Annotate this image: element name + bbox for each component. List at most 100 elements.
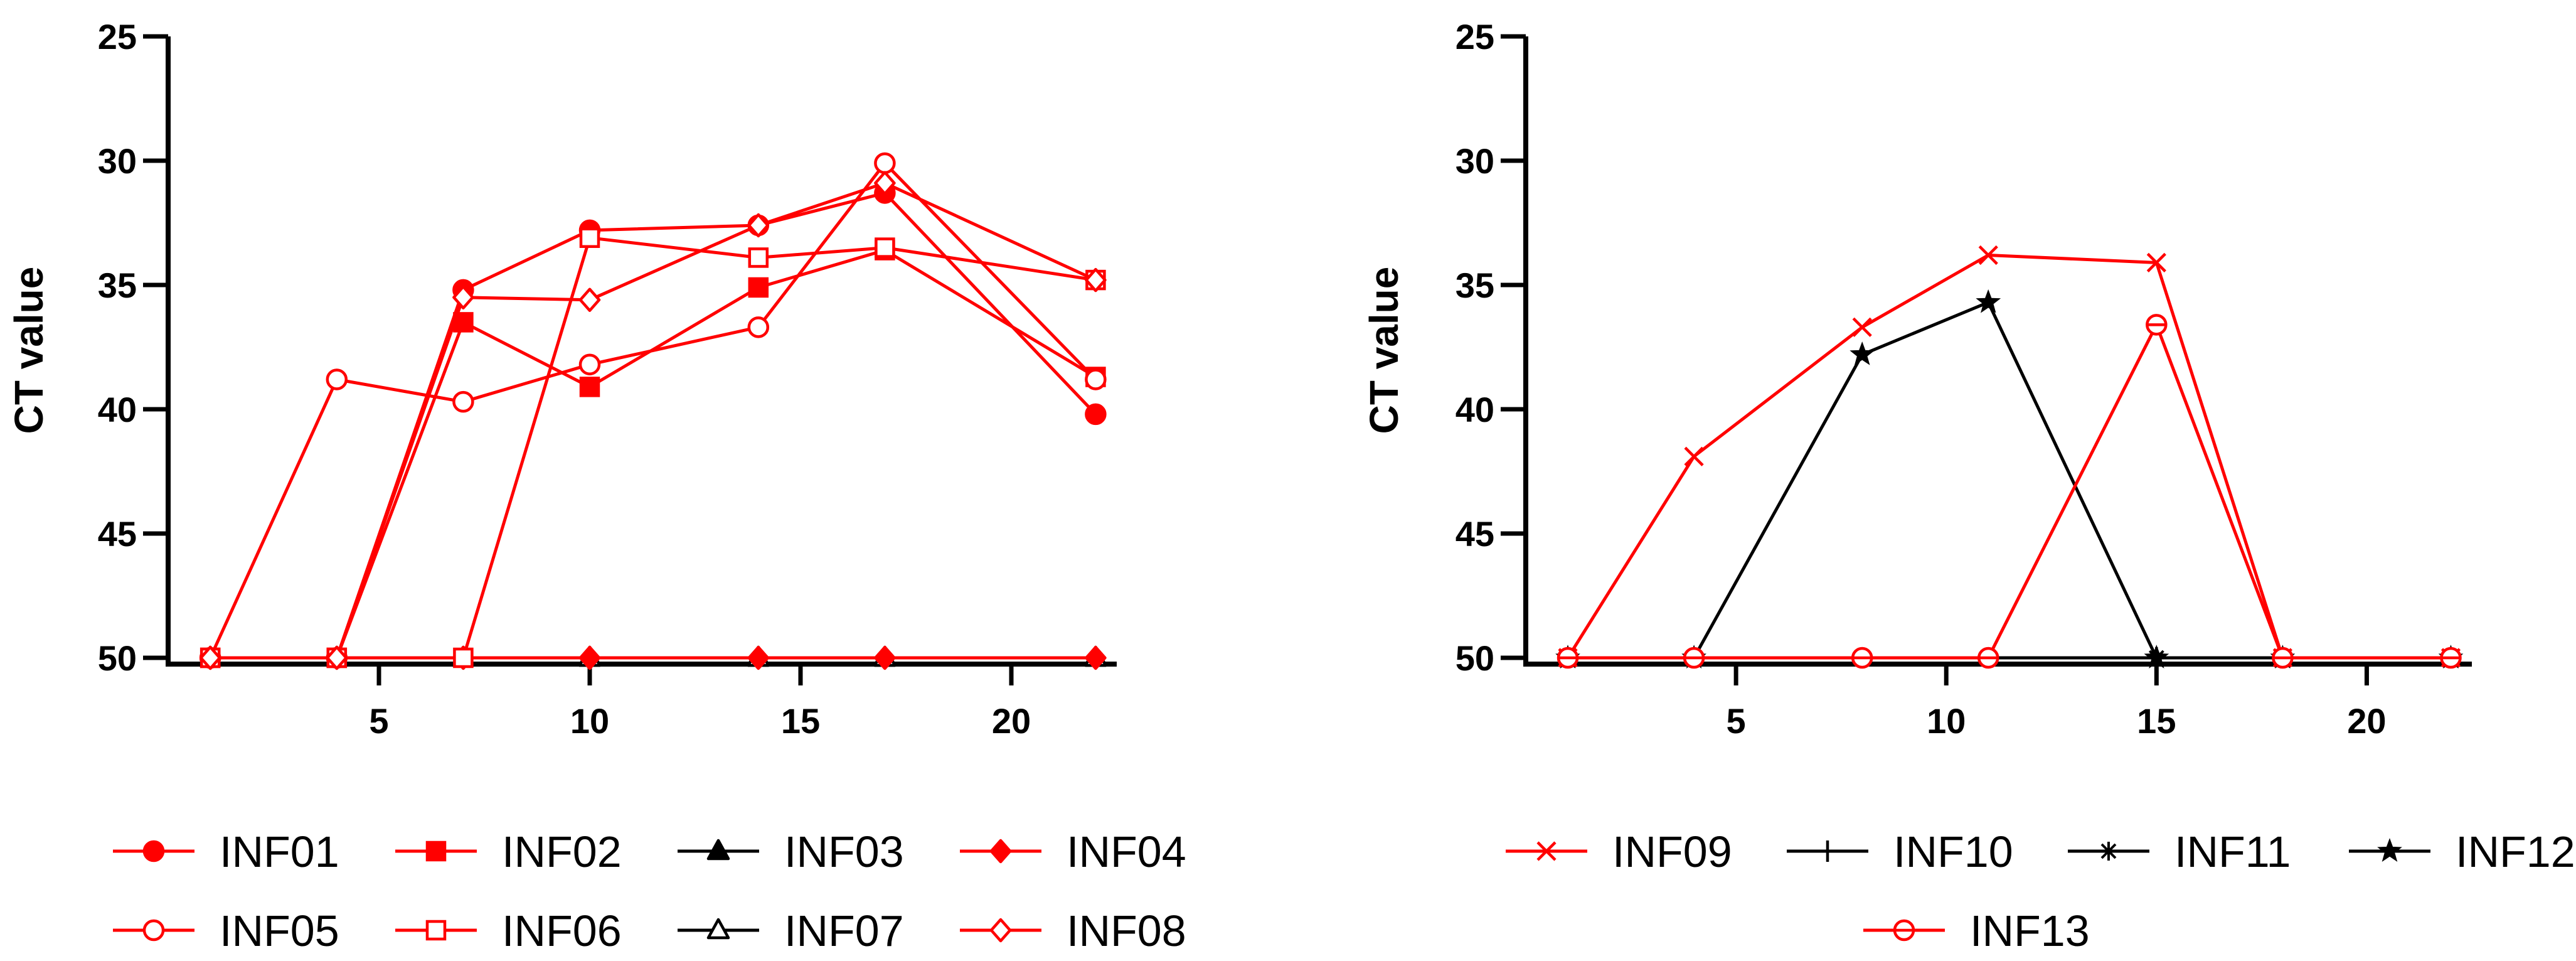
y-tick-label: 40 — [98, 390, 137, 429]
data-point-inf06 — [453, 647, 474, 668]
y-tick-label: 40 — [1456, 390, 1494, 429]
series-inf01 — [199, 182, 1107, 669]
data-point-inf06 — [875, 237, 895, 258]
series-inf08 — [199, 171, 1107, 670]
series-inf05 — [199, 152, 1107, 669]
y-tick-label: 30 — [1456, 141, 1494, 181]
legend-marker-inf06 — [425, 920, 447, 941]
data-point-inf05 — [326, 368, 348, 390]
data-point-inf08 — [452, 285, 474, 310]
legend-marker-inf04 — [989, 839, 1012, 864]
series-line-inf12 — [1568, 301, 2451, 660]
legend-label: INF01 — [220, 827, 339, 876]
left-chart: 25 30 35 40 45 50 5 10 15 20 CT value — [6, 17, 1117, 741]
legend-item-inf13: INF13 — [1863, 906, 2090, 955]
series-inf13 — [1557, 314, 2462, 669]
data-point-inf09 — [1684, 446, 1704, 466]
legend-item-inf07: INF07 — [678, 906, 904, 955]
series-line-inf09 — [1566, 254, 2451, 660]
y-tick-label: 45 — [1456, 514, 1494, 554]
x-tick-label: 10 — [1927, 701, 1966, 741]
legend-label: INF09 — [1612, 827, 1732, 876]
x-tick-label: 5 — [1727, 701, 1746, 741]
y-tick-label: 30 — [98, 141, 137, 181]
data-point-inf13 — [2440, 647, 2462, 669]
data-point-inf08 — [326, 645, 348, 670]
data-point-inf05 — [1085, 368, 1107, 390]
data-point-inf04 — [578, 645, 601, 670]
data-point-inf08 — [747, 213, 770, 238]
x-tick-label: 20 — [2347, 701, 2386, 741]
legend-item-inf01: INF01 — [113, 827, 339, 876]
legend-marker-inf11 — [2099, 842, 2118, 861]
x-tick-label: 15 — [781, 701, 820, 741]
series-inf12 — [1555, 289, 2464, 668]
series-line-inf01 — [210, 191, 1097, 660]
legend-marker-inf03 — [706, 839, 730, 861]
right-chart: 25 30 35 40 45 50 5 10 15 20 CT value — [1361, 17, 2472, 741]
legend-marker-inf01 — [142, 840, 165, 862]
legend-marker-inf08 — [989, 918, 1012, 943]
legend-item-inf04: INF04 — [960, 827, 1186, 876]
legend-item-inf03: INF03 — [678, 827, 904, 876]
data-point-inf08 — [874, 171, 896, 195]
data-point-inf06 — [579, 227, 600, 249]
legend-item-inf10: INF10 — [1787, 827, 2013, 876]
legend-item-inf12: INF12 — [2349, 827, 2575, 876]
legend-marker-inf09 — [1536, 841, 1557, 861]
y-tick-label: 25 — [98, 17, 137, 56]
y-tick-label: 25 — [1456, 17, 1494, 56]
data-point-inf05 — [578, 353, 601, 375]
data-point-inf08 — [199, 645, 221, 670]
series-inf02 — [200, 240, 1106, 668]
data-point-inf13 — [1557, 647, 1579, 669]
y-tick-label: 50 — [1456, 638, 1494, 678]
legend-label: INF07 — [784, 906, 904, 955]
data-point-inf05 — [874, 152, 896, 174]
y-axis-title: CT value — [6, 267, 51, 434]
data-point-inf13 — [1683, 647, 1705, 669]
data-point-inf08 — [1085, 267, 1107, 293]
legend-label: INF10 — [1893, 827, 2013, 876]
legend-item-inf05: INF05 — [113, 906, 339, 955]
legend-marker-inf12 — [2377, 838, 2402, 862]
legend-marker-inf10 — [1817, 840, 1838, 862]
legend-label: INF12 — [2456, 827, 2575, 876]
data-point-inf09 — [1978, 245, 1998, 266]
series-line-inf08 — [210, 181, 1097, 660]
y-tick-label: 50 — [98, 638, 137, 678]
legend-label: INF05 — [220, 906, 339, 955]
legend-item-inf06: INF06 — [395, 906, 622, 955]
data-point-inf04 — [1085, 645, 1107, 670]
y-tick-label: 35 — [1456, 266, 1494, 305]
legend-label: INF11 — [2174, 827, 2291, 876]
data-point-inf08 — [578, 287, 601, 313]
series-line-inf13 — [1568, 323, 2451, 660]
right-legend: INF09 INF10 INF11 INF12 INF13 — [1506, 827, 2575, 955]
data-point-inf13 — [2272, 647, 2294, 669]
x-tick-label: 20 — [992, 701, 1031, 741]
data-point-inf02 — [748, 277, 769, 298]
y-axis-title: CT value — [1361, 267, 1407, 434]
x-tick-label: 5 — [369, 701, 388, 741]
left-legend: INF01 INF02 INF03 INF04 INF05 INF06 INF07 INF08 — [113, 827, 1186, 955]
x-tick-label: 10 — [570, 701, 609, 741]
y-tick-label: 35 — [98, 266, 137, 305]
data-point-inf05 — [747, 316, 770, 338]
series-line-inf02 — [210, 249, 1097, 660]
series-line-inf06 — [210, 236, 1096, 660]
legend-label: INF04 — [1067, 827, 1186, 876]
legend-label: INF08 — [1067, 906, 1186, 955]
data-point-inf13 — [2146, 314, 2168, 336]
legend-label: INF06 — [502, 906, 622, 955]
legend-item-inf08: INF08 — [960, 906, 1186, 955]
data-point-inf09 — [2146, 252, 2166, 272]
legend-marker-inf13 — [1893, 919, 1915, 942]
data-point-inf13 — [1977, 647, 1999, 669]
data-point-inf12 — [1976, 289, 2001, 313]
legend-label: INF02 — [502, 827, 622, 876]
series-line-inf05 — [208, 161, 1097, 659]
data-point-inf02 — [579, 377, 600, 397]
data-point-inf13 — [1851, 647, 1873, 669]
data-point-inf06 — [748, 247, 769, 268]
